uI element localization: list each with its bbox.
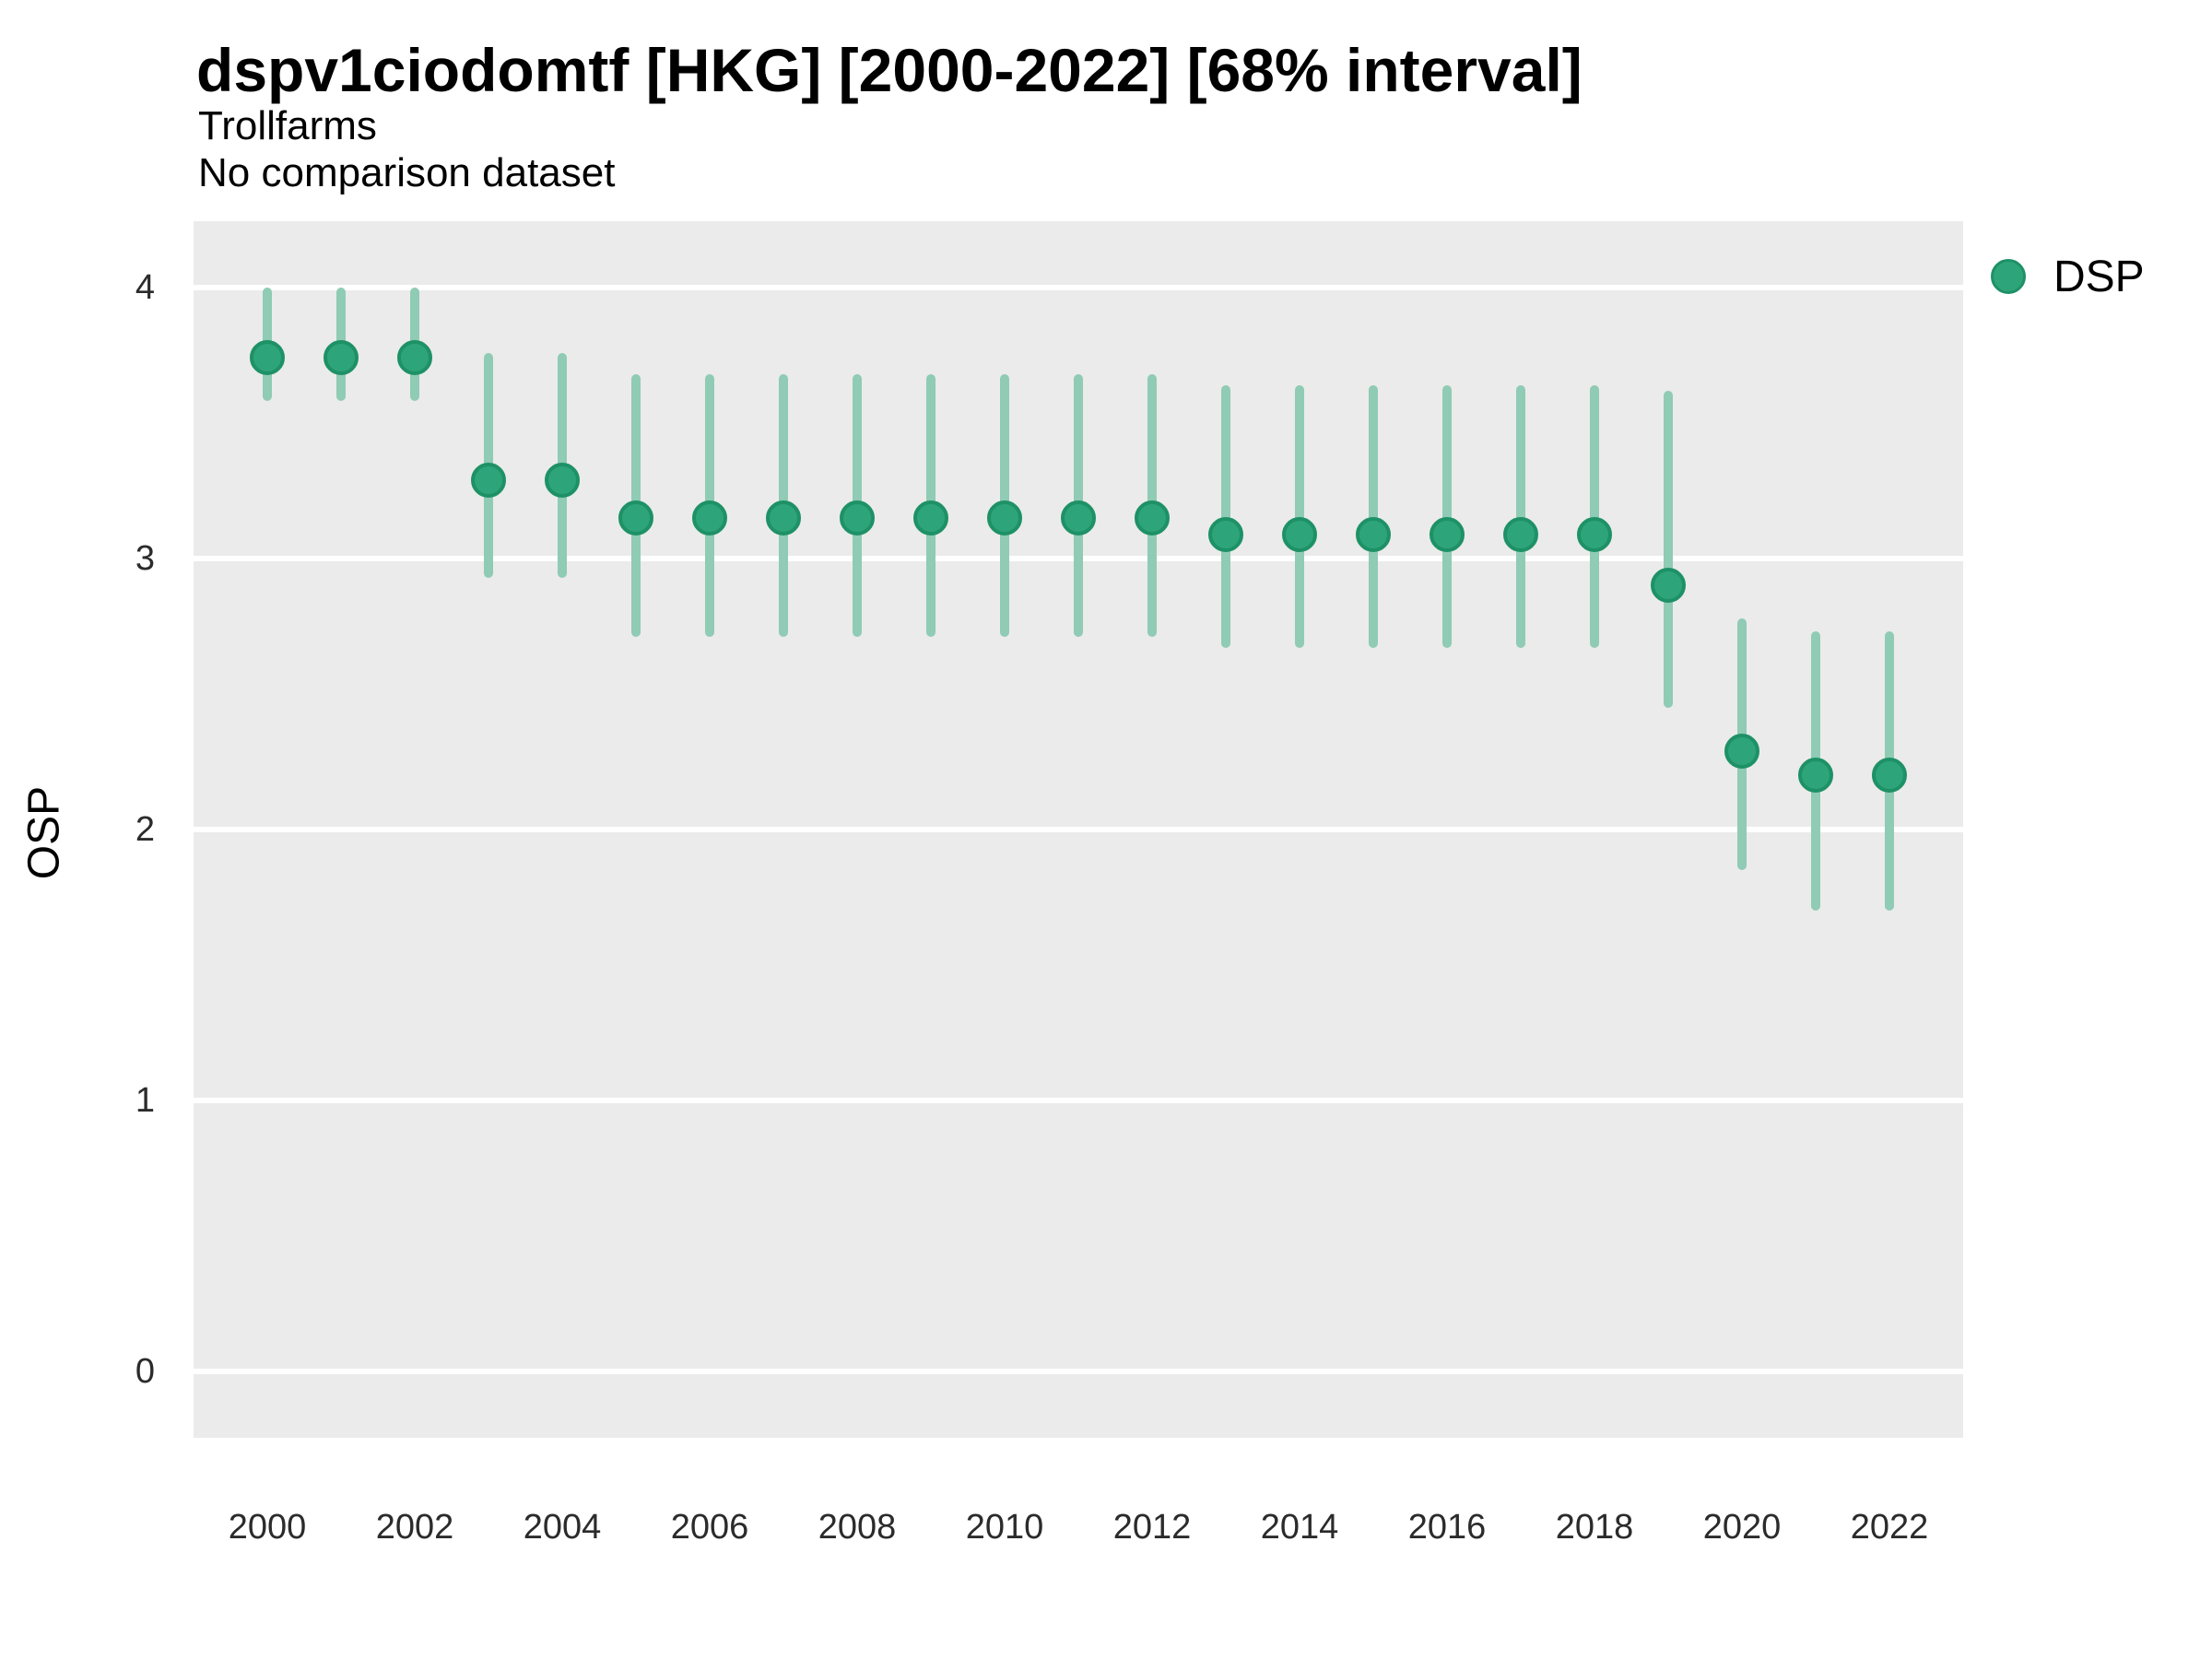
- gridline-y-0: [194, 1369, 1963, 1374]
- interval-bar-2014: [1295, 384, 1304, 648]
- y-tick-label-0: 0: [135, 1352, 155, 1391]
- data-point-2014: [1282, 516, 1317, 552]
- y-tick-label-1: 1: [135, 1081, 155, 1120]
- interval-bar-2015: [1369, 384, 1378, 648]
- x-tick-label-2002: 2002: [375, 1508, 454, 1547]
- gridline-y-1: [194, 1098, 1963, 1103]
- data-point-2013: [1208, 516, 1243, 552]
- chart-subtitle: Trollfarms: [198, 103, 377, 148]
- interval-bar-2018: [1590, 384, 1599, 648]
- data-point-2019: [1651, 568, 1686, 604]
- comparison-note: No comparison dataset: [198, 150, 616, 195]
- x-tick-label-2020: 2020: [1702, 1508, 1782, 1547]
- data-point-2015: [1356, 516, 1391, 552]
- x-tick-label-2008: 2008: [818, 1508, 897, 1547]
- x-tick-label-2006: 2006: [670, 1508, 749, 1547]
- y-tick-label-4: 4: [135, 268, 155, 307]
- y-tick-label-3: 3: [135, 539, 155, 578]
- interval-bar-2017: [1516, 384, 1525, 648]
- plot-area: [194, 221, 1963, 1438]
- gridline-y-4: [194, 285, 1963, 290]
- gridline-y-2: [194, 827, 1963, 832]
- data-point-2000: [250, 340, 285, 376]
- legend-series-label: DSP: [2053, 252, 2145, 301]
- data-point-2003: [471, 462, 506, 498]
- data-point-2022: [1872, 758, 1907, 794]
- x-tick-label-2018: 2018: [1555, 1508, 1634, 1547]
- interval-bar-2013: [1221, 384, 1230, 648]
- data-point-2006: [692, 500, 727, 535]
- legend-point-icon: [1991, 259, 2026, 294]
- data-point-2011: [1061, 500, 1096, 535]
- data-point-2002: [397, 340, 432, 376]
- data-point-2008: [840, 500, 875, 535]
- x-tick-label-2022: 2022: [1850, 1508, 1929, 1547]
- data-point-2010: [987, 500, 1022, 535]
- data-point-2012: [1135, 500, 1170, 535]
- x-tick-label-2012: 2012: [1112, 1508, 1192, 1547]
- data-point-2020: [1724, 733, 1759, 769]
- data-point-2017: [1503, 516, 1538, 552]
- y-tick-label-2: 2: [135, 810, 155, 849]
- interval-bar-2019: [1664, 390, 1673, 708]
- x-tick-label-2004: 2004: [523, 1508, 602, 1547]
- legend: DSP: [1991, 252, 2145, 301]
- x-tick-label-2010: 2010: [965, 1508, 1044, 1547]
- data-point-2007: [766, 500, 801, 535]
- data-point-2018: [1577, 516, 1612, 552]
- interval-bar-2016: [1442, 384, 1452, 648]
- data-point-2005: [618, 500, 653, 535]
- data-point-2004: [545, 462, 580, 498]
- x-tick-label-2000: 2000: [228, 1508, 307, 1547]
- data-point-2001: [324, 340, 359, 376]
- x-tick-label-2016: 2016: [1407, 1508, 1487, 1547]
- x-tick-label-2014: 2014: [1260, 1508, 1339, 1547]
- data-point-2016: [1430, 516, 1465, 552]
- data-point-2021: [1798, 758, 1833, 794]
- data-point-2009: [913, 500, 948, 535]
- chart-title: dspv1ciodomtf [HKG] [2000-2022] [68% int…: [196, 36, 1583, 104]
